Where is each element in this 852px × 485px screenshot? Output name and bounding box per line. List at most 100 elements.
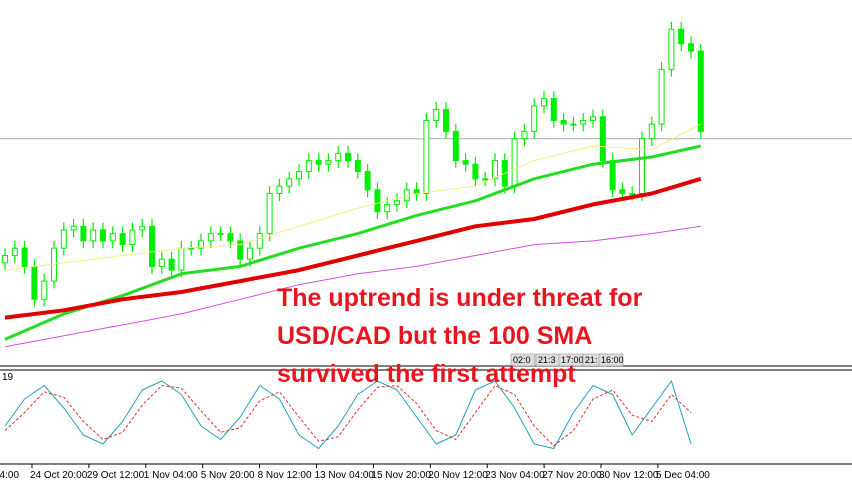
candle-body	[492, 160, 498, 180]
candle-body	[364, 171, 371, 191]
candle-body	[462, 160, 469, 165]
line-series	[4, 144, 702, 341]
candle-body	[296, 171, 302, 180]
candle-body	[511, 138, 518, 187]
candle-body	[217, 233, 224, 236]
time-marker-box	[510, 353, 536, 367]
candle-body	[629, 192, 636, 195]
line-series	[4, 380, 692, 449]
x-tick-label: 8 Nov 12:00	[258, 470, 312, 481]
candle-body	[198, 240, 204, 249]
candle-body	[237, 240, 244, 260]
candle-body	[541, 98, 547, 107]
x-tick-label: 30 Nov 12:00	[599, 470, 659, 481]
candle-body	[41, 280, 48, 300]
line-series	[4, 385, 692, 447]
x-tick-label: 20 Nov 12:00	[428, 470, 488, 481]
candle-body	[423, 119, 430, 194]
candle-body	[443, 109, 449, 132]
x-tick-label: 04:00	[0, 470, 19, 481]
time-marker: 21:3	[538, 355, 556, 365]
candle-body	[70, 225, 77, 231]
candle-body	[60, 229, 67, 249]
candle-body	[354, 160, 361, 173]
candle-body	[31, 265, 38, 300]
candle-body	[335, 152, 342, 162]
candle-body	[315, 160, 322, 165]
candle-body	[609, 160, 616, 191]
candle-body	[531, 105, 538, 132]
candle-body	[570, 123, 577, 126]
candle-body	[256, 233, 263, 249]
x-tick-label: 1 Nov 04:00	[144, 470, 198, 481]
candle-body	[178, 247, 185, 271]
candle-body	[168, 258, 175, 271]
candle-body	[109, 233, 116, 242]
candle-body	[433, 109, 440, 121]
candle-body	[80, 225, 87, 242]
candle-body	[472, 163, 479, 180]
x-tick-label: 27 Nov 20:00	[542, 470, 602, 481]
x-tick-label: 29 Oct 12:00	[87, 470, 145, 481]
annotation: The uptrend is under threat for	[277, 284, 643, 312]
candle-body	[129, 229, 136, 246]
candle-body	[678, 28, 685, 45]
candle-body	[325, 160, 332, 165]
candle-body	[688, 43, 694, 52]
candle-body	[394, 200, 400, 205]
candle-body	[452, 130, 459, 162]
candle-body	[668, 28, 675, 70]
candle-body	[374, 189, 381, 213]
candle-body	[90, 229, 97, 242]
candle-body	[158, 258, 165, 267]
time-marker: 16:00	[601, 355, 624, 365]
candle-body	[227, 233, 234, 242]
candle-body	[521, 130, 528, 140]
candle-body	[384, 203, 391, 213]
candle-body	[149, 225, 155, 267]
x-tick-label: 5 Nov 20:00	[201, 470, 255, 481]
annotation: USD/CAD but the 100 SMA	[277, 322, 592, 350]
candle-body	[658, 68, 665, 125]
candle-body	[560, 119, 567, 125]
candle-body	[482, 178, 489, 181]
candle-body	[119, 233, 126, 246]
candle-body	[286, 178, 293, 187]
time-marker: 17:00	[561, 355, 584, 365]
candle-body	[100, 229, 106, 242]
line-series	[4, 225, 701, 348]
candle-body	[266, 192, 273, 235]
line-series	[4, 123, 702, 271]
candle-body	[697, 50, 704, 132]
candle-body	[247, 247, 253, 260]
candle-body	[580, 119, 587, 125]
time-marker: 21:	[585, 355, 598, 365]
candle-body	[139, 225, 146, 231]
candle-body	[2, 255, 8, 264]
candle-body	[550, 98, 557, 121]
candle-body	[619, 189, 626, 194]
candle-body	[345, 152, 351, 162]
candle-body	[305, 160, 312, 173]
candle-body	[599, 116, 606, 162]
candle-body	[639, 138, 645, 194]
candle-body	[207, 233, 214, 242]
x-tick-label: 13 Nov 04:00	[315, 470, 375, 481]
candle-body	[590, 116, 596, 121]
x-tick-label: 23 Nov 04:00	[485, 470, 545, 481]
line-series	[4, 176, 702, 320]
indicator-label: 19	[2, 372, 14, 383]
candle-body	[276, 185, 283, 194]
x-tick-label: 24 Oct 20:00	[30, 470, 88, 481]
annotation: survived the first attempt	[277, 360, 576, 388]
time-marker: 02:0	[513, 355, 531, 365]
candle-body	[21, 247, 28, 267]
x-tick-label: 15 Nov 20:00	[371, 470, 431, 481]
x-tick-label: 5 Dec 04:00	[656, 470, 710, 481]
time-marker-box	[598, 353, 624, 367]
candle-body	[188, 247, 195, 250]
candle-body	[648, 123, 655, 140]
